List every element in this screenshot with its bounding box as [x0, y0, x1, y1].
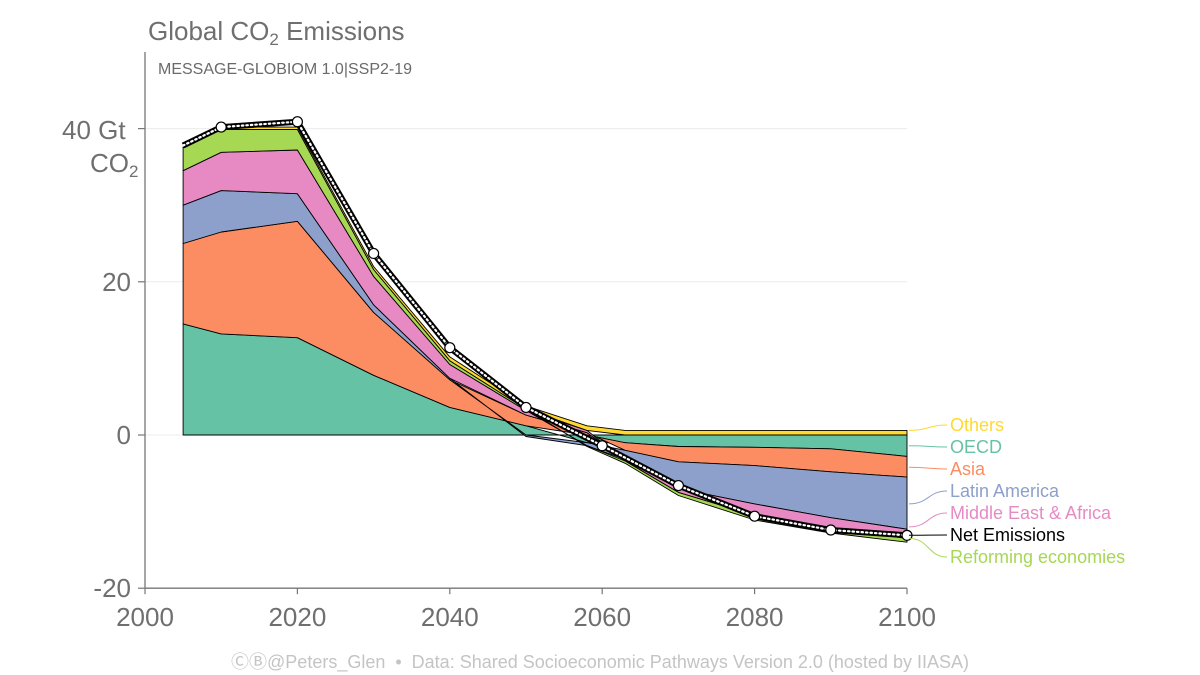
legend-label-latin-america: Latin America: [950, 481, 1060, 501]
footer-source: Data: Shared Socioeconomic Pathways Vers…: [411, 652, 969, 672]
legend-connector-oecd: [908, 445, 948, 448]
net-emissions-marker-2060: [596, 440, 608, 452]
legend-label-oecd: OECD: [950, 437, 1002, 457]
x-tick-label-2000: 2000: [116, 602, 174, 632]
legend-connector-asia: [908, 466, 948, 470]
net-emissions-marker-2030: [368, 247, 380, 260]
footer-handle: ⒸⒷ@Peters_Glen: [231, 652, 386, 672]
legend-label-middle-east-africa: Middle East & Africa: [950, 503, 1112, 523]
footer-separator: •: [395, 652, 402, 672]
legend-label-reforming-economies: Reforming economies: [950, 547, 1125, 567]
y-axis-unit-label: CO2: [90, 148, 139, 181]
legend-connector-reforming-economies: [908, 537, 948, 558]
chart-subtitle: MESSAGE-GLOBIOM 1.0|SSP2-19: [158, 61, 413, 78]
x-tick-label-2080: 2080: [726, 602, 784, 632]
x-tick-label-2060: 2060: [573, 602, 631, 632]
y-tick-label-20: 20: [102, 267, 131, 297]
x-tick-label-2100: 2100: [878, 602, 936, 632]
net-emissions-marker-2090: [825, 524, 837, 536]
legend-label-asia: Asia: [950, 459, 986, 479]
net-emissions-marker-2010: [215, 121, 227, 133]
x-tick-label-2040: 2040: [421, 602, 479, 632]
y-tick-label--20: -20: [93, 573, 131, 603]
net-emissions-line: [181, 116, 913, 541]
stacked-areas: [182, 126, 908, 543]
legend-label-others: Others: [950, 415, 1004, 435]
footer-credits: ⒸⒷ@Peters_Glen • Data: Shared Socioeconomi…: [0, 648, 1200, 674]
y-axis-top-label: 40 Gt: [62, 115, 126, 145]
legend-connector-middle-east-africa: [908, 512, 948, 528]
legend-connector-latin-america: [908, 490, 948, 505]
net-emissions-marker-2020: [291, 116, 303, 128]
net-emissions-marker-2050: [520, 401, 532, 414]
x-tick-label-2020: 2020: [268, 602, 326, 632]
axes: 2000 2020 2040 2060 2080 2100 0 20 -20: [93, 52, 936, 632]
y-tick-label-0: 0: [117, 420, 131, 450]
net-emissions-marker-2070: [672, 479, 685, 492]
net-emissions-marker-2080: [748, 510, 761, 522]
net-emissions-marker-2040: [444, 342, 456, 354]
legend-label-net-emissions: Net Emissions: [950, 525, 1065, 545]
chart-title: Global CO2 Emissions: [148, 16, 405, 49]
area-others: [182, 126, 908, 436]
legend-connector-others: [908, 424, 948, 431]
area-oecd: [182, 323, 908, 457]
